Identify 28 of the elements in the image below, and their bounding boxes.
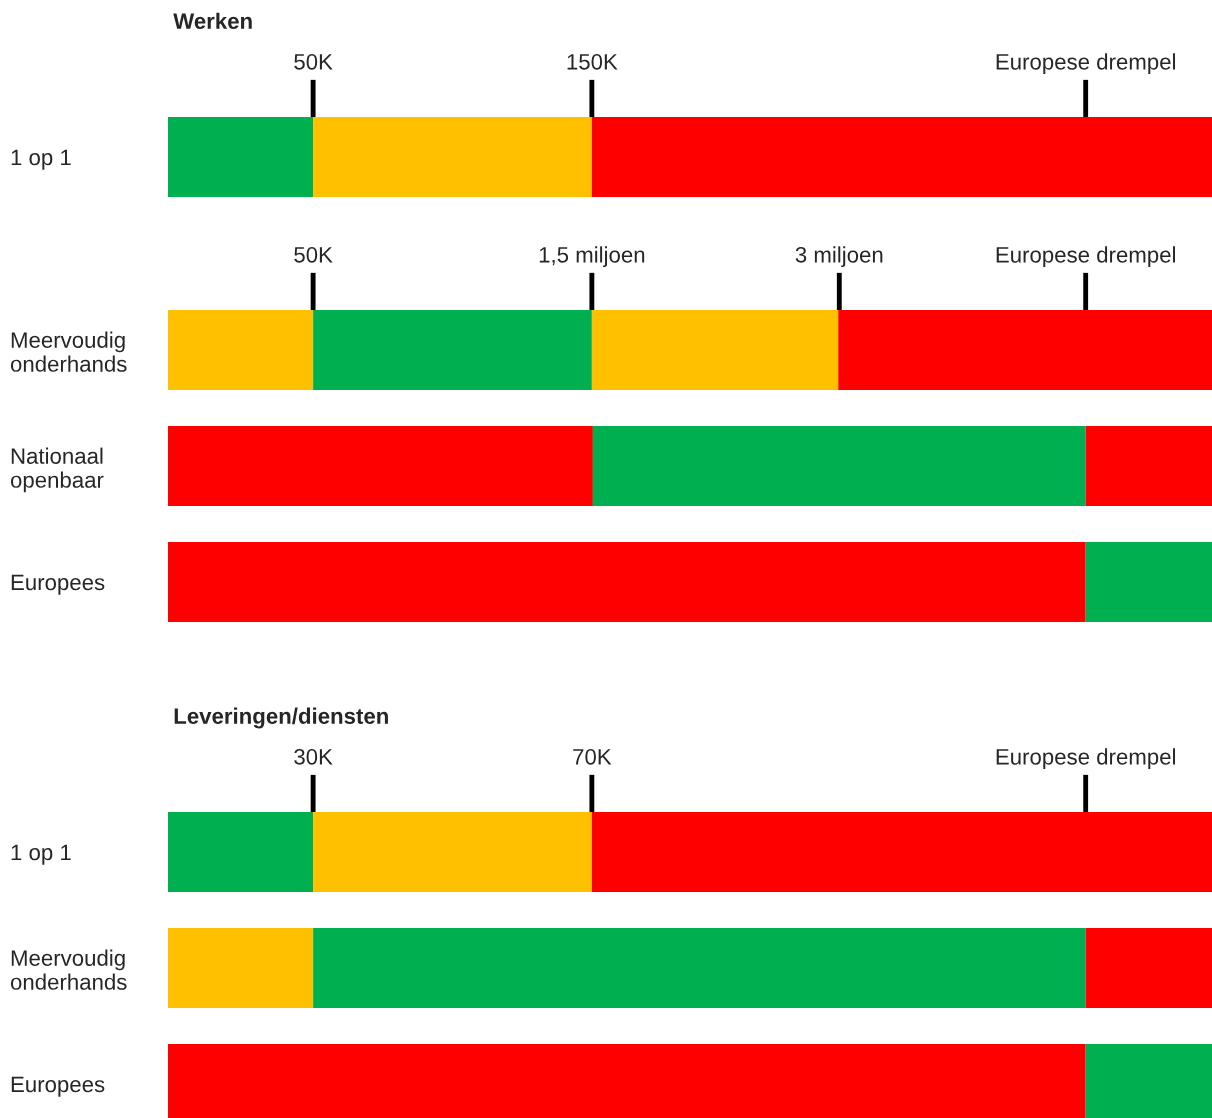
ref-line-label: 70K (573, 748, 612, 765)
bar (168, 425, 593, 507)
y-tick-label: Nationaal openbaar (10, 447, 104, 493)
y-tick-label: Europees (11, 1076, 105, 1097)
bar (1085, 541, 1212, 623)
y-tick-label: Meervoudig onderhands (10, 331, 127, 372)
ref-line-label: 150K (567, 53, 618, 70)
chart-title: Werken (173, 12, 252, 29)
bar (591, 811, 1212, 893)
y-tick-label: Meervoudig onderhands (10, 949, 127, 990)
ref-line-label: 50K (294, 246, 333, 263)
bar (591, 309, 839, 391)
bar (1085, 927, 1212, 1009)
ref-line-label: Europese drempel (996, 748, 1175, 770)
bar (313, 309, 592, 391)
bar (168, 541, 1086, 623)
y-tick-label: Europees (11, 574, 105, 595)
y-tick-label: 1 op 1 (11, 844, 71, 865)
bar (592, 425, 1086, 507)
bar (838, 309, 1212, 391)
y-tick-label: 1 op 1 (11, 149, 71, 170)
ref-line-label: 50K (294, 53, 333, 70)
ref-line-label: 1,5 miljoen (539, 246, 645, 268)
ref-line-label: 30K (294, 748, 333, 765)
ref-line-label: Europese drempel (996, 246, 1175, 268)
ref-line-label: 3 miljoen (795, 246, 883, 268)
chart-title: Leveringen/diensten (174, 707, 388, 729)
ref-line-label: Europese drempel (996, 53, 1175, 75)
